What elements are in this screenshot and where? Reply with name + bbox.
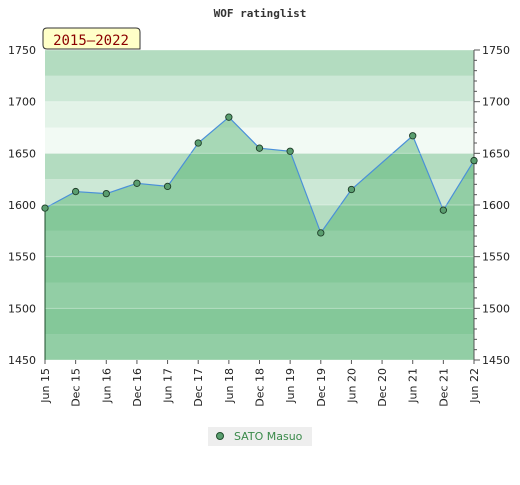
data-point	[317, 229, 325, 237]
period-badge: 2015–2022	[42, 27, 141, 50]
y-tick-label-right: 1700	[482, 96, 510, 109]
y-tick-label-left: 1650	[8, 147, 36, 160]
legend-label: SATO Masuo	[234, 430, 303, 443]
data-point	[439, 206, 448, 214]
y-tick-label-right: 1600	[482, 199, 510, 212]
background-band	[45, 256, 474, 283]
y-tick-label-right: 1550	[482, 251, 510, 264]
x-tick-label: Jun 15	[39, 368, 52, 404]
y-tick-label-left: 1750	[8, 44, 36, 57]
points-layer	[41, 113, 478, 237]
x-tick-label: Jun 22	[468, 368, 481, 404]
data-point	[71, 187, 80, 196]
y-tick-label-left: 1550	[8, 251, 36, 264]
y-tick-label-left: 1500	[8, 302, 36, 315]
data-point	[225, 113, 233, 121]
area-layer	[44, 116, 475, 361]
y-tick-label-left: 1600	[8, 199, 36, 212]
background-band	[45, 179, 474, 205]
legend: SATO Masuo	[208, 427, 312, 446]
x-tick-label: Jun 19	[284, 368, 297, 404]
x-tick-label: Jun 16	[100, 368, 113, 404]
y-tick-label-right: 1450	[482, 354, 510, 367]
data-point	[255, 144, 264, 152]
data-point	[470, 156, 478, 165]
background-band	[45, 205, 474, 231]
x-tick-label: Dec 15	[70, 368, 83, 407]
x-tick-label: Dec 16	[131, 368, 144, 407]
period-badge-label: 2015–2022	[53, 33, 129, 49]
y-tick-label-right: 1650	[482, 147, 510, 160]
data-point	[286, 147, 294, 155]
x-tick-label: Dec 20	[376, 368, 389, 407]
data-point	[163, 182, 172, 191]
background-band	[45, 334, 474, 360]
y-tick-label-right: 1750	[482, 44, 510, 57]
x-tick-label: Jun 18	[223, 368, 236, 404]
x-tick-label: Dec 21	[437, 368, 450, 407]
background-band	[45, 50, 474, 76]
background-band	[45, 308, 474, 335]
series-area	[45, 117, 474, 361]
data-point	[102, 189, 110, 198]
background-band	[45, 153, 474, 180]
background-band	[45, 75, 474, 102]
data-point	[347, 185, 356, 194]
background-bands	[45, 50, 474, 360]
background-band	[45, 230, 474, 257]
x-tick-label: Dec 19	[315, 368, 328, 407]
data-point	[41, 204, 49, 212]
axes-layer: 1450 1450 1500 1500 1550 1550 1600 1600 1650 1650…	[8, 44, 510, 407]
data-point	[409, 132, 417, 140]
period-badge-box	[42, 27, 141, 50]
background-band	[45, 101, 474, 128]
y-tick-label-left: 1450	[8, 354, 36, 367]
background-band	[45, 282, 474, 309]
y-tick-label-left: 1700	[8, 96, 36, 109]
x-tick-label: Jun 21	[407, 368, 420, 404]
data-point	[194, 139, 202, 147]
y-tick-label-right: 1500	[482, 302, 510, 315]
series-line	[44, 116, 475, 235]
legend-marker	[216, 432, 224, 440]
data-point	[133, 179, 141, 187]
x-tick-label: Jun 17	[162, 368, 175, 404]
legend-box	[208, 427, 312, 446]
x-tick-label: Jun 20	[345, 368, 358, 404]
chart-title: WOF ratinglist	[214, 7, 307, 20]
x-tick-label: Dec 17	[192, 368, 205, 407]
x-tick-label: Dec 18	[254, 368, 267, 407]
